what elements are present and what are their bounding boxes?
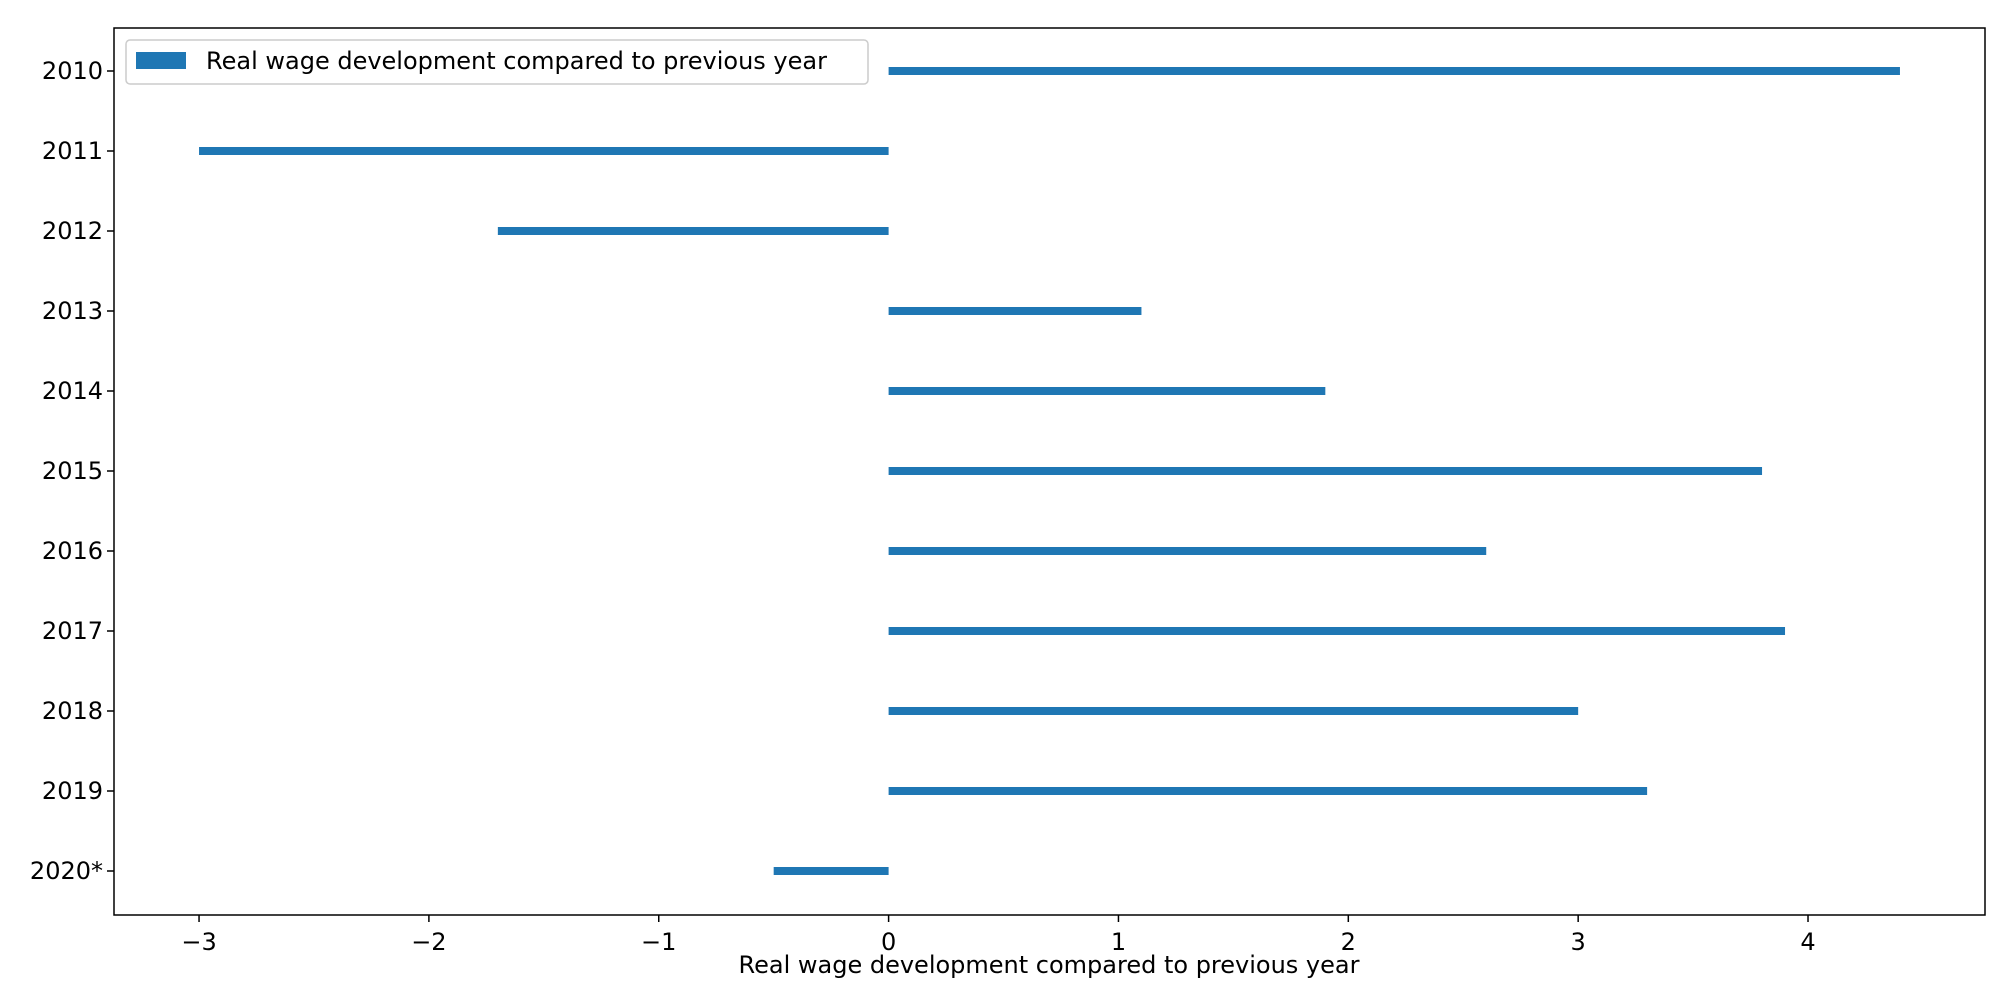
- y-tick-label: 2010: [42, 57, 103, 85]
- bars-group: [199, 67, 1900, 875]
- x-axis-label: Real wage development compared to previo…: [739, 951, 1360, 979]
- bar-2018: [888, 707, 1579, 715]
- legend-label: Real wage development compared to previo…: [206, 47, 827, 75]
- y-tick-label: 2012: [42, 217, 103, 245]
- y-tick-label: 2015: [42, 457, 103, 485]
- bar-2014: [888, 387, 1326, 395]
- bar-2016: [888, 547, 1487, 555]
- x-tick-label: −3: [181, 928, 216, 956]
- x-tick-label: 1: [1111, 928, 1126, 956]
- y-tick-label: 2020*: [30, 857, 103, 885]
- legend-swatch: [136, 52, 186, 69]
- x-tick-label: 3: [1571, 928, 1586, 956]
- bar-2019: [888, 787, 1648, 795]
- y-tick-label: 2013: [42, 297, 103, 325]
- y-tick-label: 2017: [42, 617, 103, 645]
- x-tick-label: −2: [411, 928, 446, 956]
- y-tick-label: 2016: [42, 537, 103, 565]
- bar-2011: [199, 147, 889, 155]
- y-tick-label: 2014: [42, 377, 103, 405]
- bar-2012: [497, 227, 889, 235]
- bar-2015: [888, 467, 1763, 475]
- x-tick-label: 2: [1341, 928, 1356, 956]
- x-tick-label: 4: [1800, 928, 1815, 956]
- y-tick-label: 2018: [42, 697, 103, 725]
- y-tick-label: 2011: [42, 137, 103, 165]
- bar-2017: [888, 627, 1786, 635]
- bar-2010: [888, 67, 1900, 75]
- y-tick-label: 2019: [42, 777, 103, 805]
- x-tick-label: 0: [881, 928, 896, 956]
- bar-2013: [888, 307, 1142, 315]
- legend-box: [125, 39, 869, 85]
- y-axis: 2010 2011 2012 2013 2014 2015 2016 2017 2018 2019…: [30, 57, 114, 885]
- x-axis: −3 −2 −1 0 1 2 3 4: [181, 915, 1816, 956]
- bar-2020-star: [773, 867, 889, 875]
- x-tick-label: −1: [641, 928, 676, 956]
- legend: Real wage development compared to previo…: [125, 39, 869, 85]
